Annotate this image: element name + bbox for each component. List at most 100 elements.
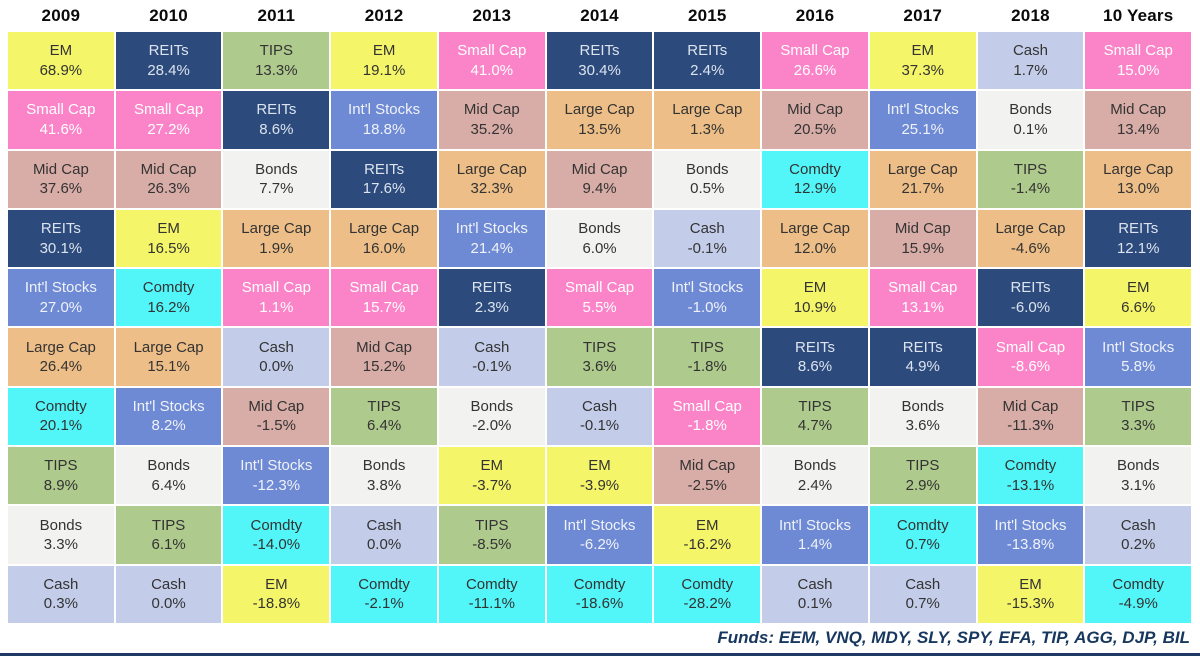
return-cell: Mid Cap 13.4%: [1084, 90, 1193, 150]
return-value: -6.0%: [1010, 298, 1051, 316]
asset-class-label: Comdty: [573, 575, 626, 593]
return-cell: TIPS 3.6%: [545, 327, 654, 387]
return-value: 0.0%: [151, 595, 186, 613]
asset-class-label: Int'l Stocks: [132, 397, 205, 415]
return-value: 15.2%: [362, 358, 406, 376]
asset-class-label: REITs: [364, 160, 405, 178]
return-value: -1.4%: [1010, 180, 1051, 198]
column-header: 2009: [41, 5, 81, 25]
return-cell: Small Cap 5.5%: [545, 268, 654, 328]
asset-class-label: Mid Cap: [32, 160, 89, 178]
return-cell: Cash 1.7%: [976, 31, 1085, 91]
return-cell: Int'l Stocks 27.0%: [7, 268, 115, 328]
asset-class-label: TIPS: [259, 42, 293, 60]
return-value: -1.5%: [256, 417, 296, 435]
asset-class-label: Mid Cap: [679, 457, 736, 475]
return-cell: REITs -6.0%: [976, 268, 1085, 328]
return-value: 5.8%: [1121, 358, 1156, 376]
return-cell: Bonds 7.7%: [222, 149, 331, 209]
asset-class-label: EM: [265, 575, 288, 593]
return-cell: REITs 30.1%: [7, 208, 115, 269]
return-value: 26.6%: [793, 61, 837, 79]
asset-class-label: EM: [1019, 575, 1042, 593]
return-cell: Small Cap 15.0%: [1084, 31, 1193, 91]
return-cell: Large Cap 12.0%: [761, 208, 869, 269]
return-cell: TIPS 6.1%: [114, 505, 223, 565]
return-value: -3.7%: [472, 476, 512, 494]
asset-class-label: Int'l Stocks: [240, 457, 313, 475]
return-value: -0.1%: [579, 417, 620, 435]
return-cell: Bonds 3.3%: [7, 505, 115, 565]
asset-class-label: Large Cap: [349, 220, 420, 238]
asset-class-label: TIPS: [44, 457, 78, 475]
return-cell: Int'l Stocks -13.8%: [976, 505, 1085, 565]
return-value: 15.9%: [901, 239, 945, 257]
asset-class-label: Large Cap: [1103, 160, 1174, 178]
return-value: 30.1%: [39, 239, 83, 257]
bottom-divider: [0, 653, 1200, 656]
asset-class-label: TIPS: [367, 397, 401, 415]
return-cell: Int'l Stocks 25.1%: [868, 90, 977, 150]
return-cell: Large Cap 13.5%: [545, 90, 654, 150]
return-value: 2.4%: [690, 61, 725, 79]
return-cell: EM 16.5%: [114, 208, 223, 269]
asset-class-label: Mid Cap: [894, 220, 951, 238]
return-value: -4.9%: [1118, 595, 1158, 613]
return-value: 21.4%: [470, 239, 514, 257]
return-value: 0.0%: [366, 536, 402, 554]
return-cell: Cash 0.3%: [7, 564, 115, 624]
return-value: 1.4%: [797, 536, 833, 554]
return-value: -8.6%: [1010, 358, 1051, 376]
asset-class-label: Large Cap: [779, 220, 851, 238]
asset-class-label: Mid Cap: [356, 338, 412, 356]
return-value: -12.3%: [252, 476, 301, 494]
return-cell: Small Cap 13.1%: [868, 268, 977, 328]
asset-class-label: REITs: [795, 338, 836, 356]
asset-class-label: Mid Cap: [140, 160, 197, 178]
return-cell: REITs 4.9%: [868, 327, 977, 387]
asset-class-label: Cash: [905, 575, 941, 593]
return-cell: Cash 0.1%: [761, 564, 869, 624]
return-value: 15.1%: [147, 358, 190, 376]
asset-class-label: TIPS: [475, 516, 509, 534]
return-cell: Large Cap 16.0%: [330, 208, 438, 269]
return-value: -11.1%: [468, 595, 516, 613]
return-cell: Large Cap -4.6%: [976, 208, 1085, 269]
asset-class-label: TIPS: [798, 397, 832, 415]
return-value: 0.1%: [1013, 120, 1048, 138]
return-cell: Mid Cap -2.5%: [653, 446, 762, 506]
return-cell: TIPS 8.9%: [7, 446, 115, 506]
asset-class-label: Small Cap: [457, 42, 527, 60]
return-cell: Bonds 0.5%: [653, 149, 762, 209]
return-value: 0.3%: [43, 595, 78, 613]
asset-class-label: Small Cap: [134, 101, 204, 119]
asset-class-label: Small Cap: [349, 279, 419, 297]
asset-class-label: Small Cap: [241, 279, 311, 297]
asset-class-label: Mid Cap: [1002, 397, 1059, 415]
return-cell: Comdty 12.9%: [761, 149, 869, 209]
return-cell: REITs 12.1%: [1084, 208, 1193, 269]
return-cell: Bonds 3.8%: [330, 446, 438, 506]
return-value: 1.1%: [259, 298, 294, 316]
return-cell: EM -16.2%: [653, 505, 762, 565]
return-cell: Large Cap 1.3%: [653, 90, 762, 150]
return-value: -1.8%: [687, 417, 727, 435]
return-value: 20.1%: [39, 417, 83, 435]
asset-class-label: Cash: [43, 575, 79, 593]
return-cell: TIPS 3.3%: [1084, 386, 1193, 447]
return-cell: REITs 28.4%: [114, 31, 223, 91]
asset-class-label: Comdty: [1004, 457, 1057, 475]
return-value: 16.2%: [147, 298, 190, 316]
return-cell: Int'l Stocks -6.2%: [545, 505, 654, 565]
year-column: 2015 REITs 2.4% Large Cap 1.3% Bonds 0.5% Cash -…: [653, 0, 762, 624]
year-column: 2012 EM 19.1% Int'l Stocks 18.8% REITs 17.6% La…: [330, 0, 438, 624]
asset-class-label: EM: [696, 516, 719, 534]
return-value: -8.5%: [472, 536, 512, 554]
return-value: -0.1%: [687, 239, 727, 257]
return-cell: Small Cap -8.6%: [976, 327, 1085, 387]
return-value: -1.8%: [687, 358, 727, 376]
return-cell: REITs 8.6%: [222, 90, 331, 150]
return-value: 2.4%: [797, 476, 833, 494]
return-value: 8.6%: [797, 358, 833, 376]
asset-class-label: Comdty: [358, 575, 410, 593]
